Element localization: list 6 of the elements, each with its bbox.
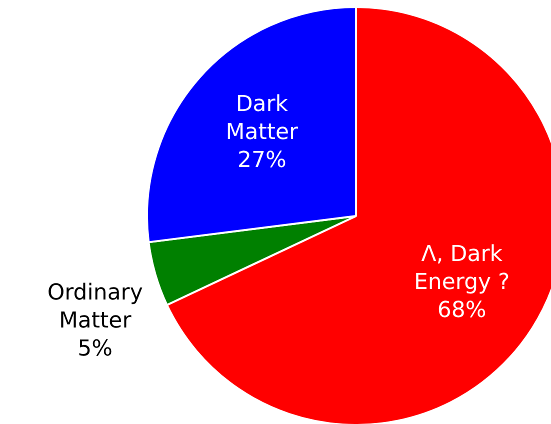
data-label: 5% bbox=[78, 336, 113, 362]
data-label: 27% bbox=[237, 148, 286, 173]
data-label: 68% bbox=[437, 298, 486, 323]
slice-label: Dark Matter bbox=[226, 92, 300, 145]
slice-label: Λ, Dark Energy ? bbox=[414, 242, 510, 295]
slice-label: Ordinary Matter bbox=[47, 280, 143, 334]
